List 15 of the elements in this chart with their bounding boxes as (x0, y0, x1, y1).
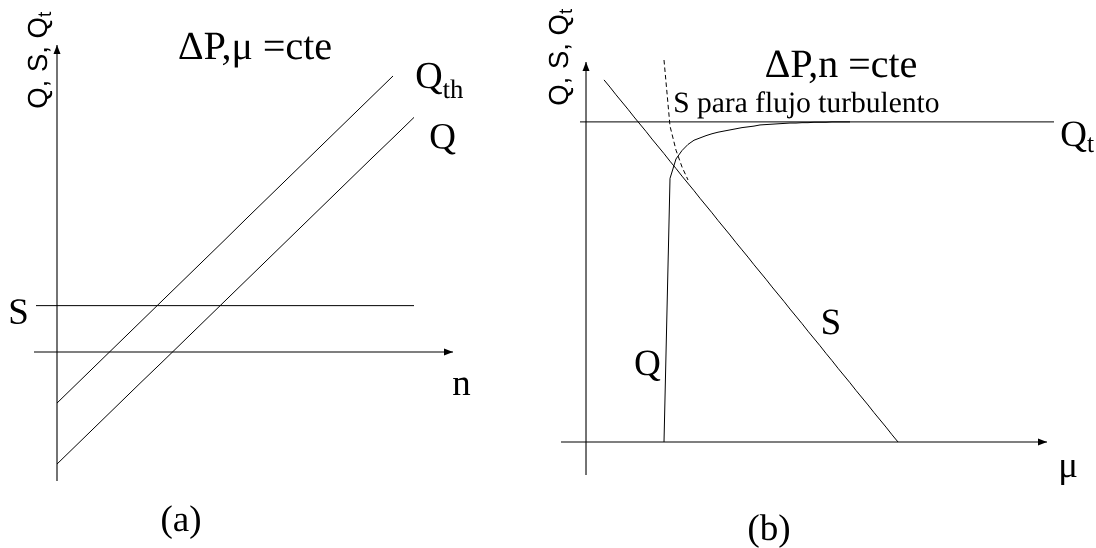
chart-title: ΔP,μ =cte (179, 32, 331, 68)
series-label: Q (635, 350, 661, 381)
y-axis-title: Q, S, Q$_{t}$ (27, 11, 53, 108)
text: (a) (162, 505, 200, 539)
text: (b) (749, 514, 789, 548)
chart-title: ΔP,n =cte (766, 50, 916, 84)
series-label: Q$_{th}$ (416, 62, 463, 99)
y-axis-title: Q, S, Q$_{t}$ (548, 8, 574, 105)
x-axis-title: n (453, 377, 471, 395)
series-label: S para flujo turbulento (675, 91, 939, 119)
series-label: S (823, 309, 839, 335)
series-label: S (10, 299, 27, 324)
x-axis-title: μ (1061, 460, 1077, 485)
series-label: Q (430, 123, 456, 155)
series-label: Q$_{t}$ (1061, 121, 1094, 153)
